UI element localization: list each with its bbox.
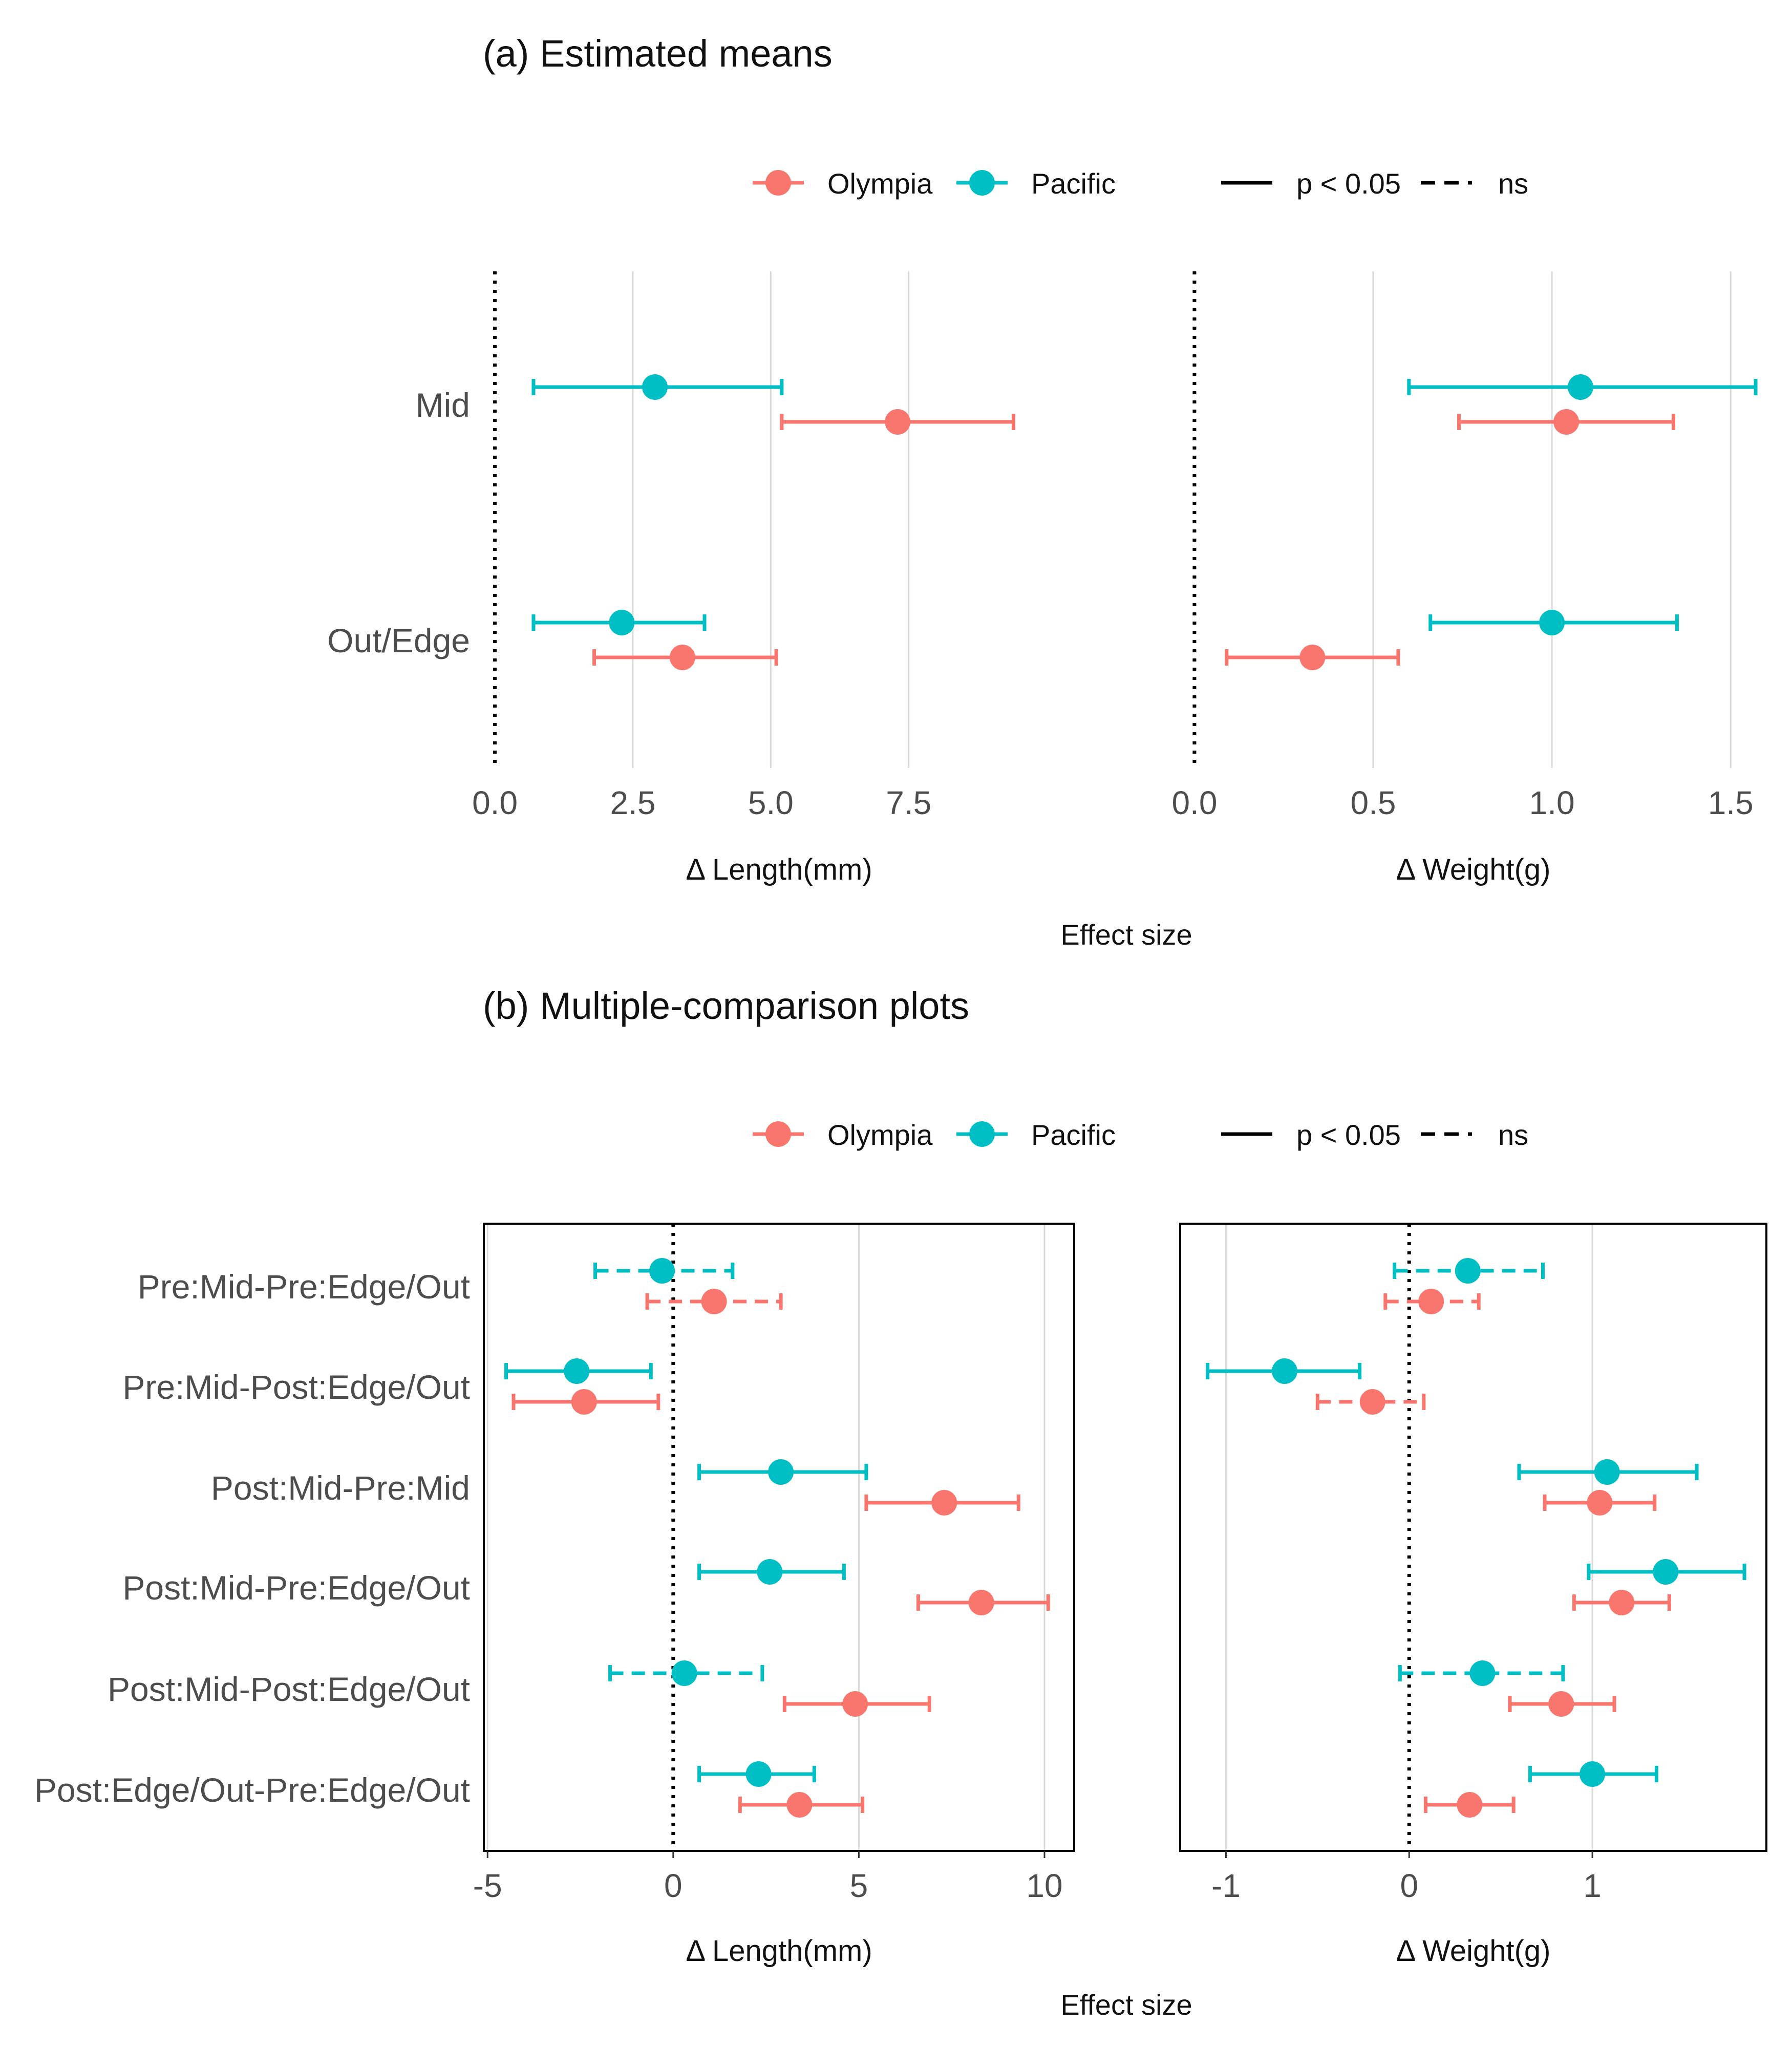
panel-b-weight: -1 0 1 Δ Weight(g) [1179, 1223, 1767, 1968]
legend-olympia-swatch-point [765, 1121, 791, 1147]
x-axis-label: Δ Weight(g) [1396, 853, 1550, 886]
legend-olympia-swatch-point [765, 170, 791, 196]
point-olympia-post-mid-pre-mid [931, 1490, 957, 1516]
legend-pacific-label: Pacific [1031, 167, 1116, 200]
x-tick-label-5: -5 [473, 1867, 502, 1904]
point-olympia-post-mid-post-edge-out [1548, 1691, 1574, 1717]
point-pacific-pre-mid-pre-edge-out [649, 1258, 675, 1284]
category-label-post-edge-out-pre-edge-out: Post:Edge/Out-Pre:Edge/Out [34, 1771, 470, 1809]
x-tick-label-5: 5 [850, 1867, 868, 1904]
category-label-pre-mid-pre-edge-out: Pre:Mid-Pre:Edge/Out [138, 1268, 470, 1306]
panel-a-weight: 0.0 0.5 1.0 1.5 Δ Weight(g) [1171, 271, 1758, 886]
category-label-post-mid-pre-mid: Post:Mid-Pre:Mid [211, 1469, 470, 1507]
x-tick-label-0-5: 0.5 [1351, 784, 1396, 821]
legend-significant-label: p < 0.05 [1296, 167, 1401, 200]
panel-b-length: -5 0 5 10 Δ Length(mm) Pre:Mid-Pre:Edge/Out Pr… [34, 1223, 1075, 1968]
legend-pacific-swatch-point [969, 170, 995, 196]
point-olympia-post-mid-post-edge-out [842, 1691, 868, 1717]
point-pacific-pre-mid-post-edge-out [1271, 1358, 1297, 1384]
legend-pacific-swatch-point [969, 1121, 995, 1147]
point-pacific-post-mid-post-edge-out [671, 1660, 697, 1686]
point-pacific-post-mid-pre-mid [768, 1459, 794, 1485]
section-b-title: (b) Multiple-comparison plots [483, 985, 969, 1027]
point-olympia-out-edge [1299, 645, 1326, 670]
x-tick-label-0-0: 0.0 [1171, 784, 1217, 821]
x-axis-label: Δ Length(mm) [686, 853, 872, 886]
legend-olympia-label: Olympia [827, 1119, 933, 1151]
point-pacific-post-mid-pre-edge-out [1653, 1559, 1679, 1585]
x-tick-label-2-5: 2.5 [610, 784, 655, 821]
x-tick-label-7-5: 7.5 [886, 784, 931, 821]
point-olympia-out-edge [669, 645, 695, 670]
point-pacific-mid [642, 374, 668, 400]
point-pacific-post-mid-pre-mid [1594, 1459, 1620, 1485]
x-tick-label-1: -1 [1211, 1867, 1241, 1904]
category-label-post-mid-pre-edge-out: Post:Mid-Pre:Edge/Out [122, 1569, 470, 1607]
category-label-mid: Mid [416, 386, 470, 424]
effect-size-label-a: Effect size [1060, 919, 1192, 951]
x-axis-label: Δ Length(mm) [686, 1934, 872, 1968]
category-label-out-edge: Out/Edge [327, 622, 470, 659]
point-pacific-out-edge [609, 610, 635, 635]
x-axis-label: Δ Weight(g) [1396, 1934, 1550, 1968]
x-tick-label-5-0: 5.0 [748, 784, 794, 821]
legend-olympia-label: Olympia [827, 167, 933, 200]
point-olympia-post-mid-pre-edge-out [1609, 1590, 1635, 1615]
point-olympia-post-mid-pre-mid [1587, 1490, 1613, 1516]
category-label-post-mid-post-edge-out: Post:Mid-Post:Edge/Out [108, 1670, 470, 1708]
point-pacific-pre-mid-post-edge-out [564, 1358, 590, 1384]
point-olympia-mid [885, 409, 911, 435]
point-olympia-pre-mid-post-edge-out [571, 1389, 597, 1415]
point-olympia-pre-mid-pre-edge-out [1418, 1289, 1444, 1314]
point-pacific-post-mid-pre-edge-out [757, 1559, 783, 1585]
panel-frame [1179, 1223, 1767, 1852]
legend-ns-label: ns [1498, 167, 1528, 200]
category-label-pre-mid-post-edge-out: Pre:Mid-Post:Edge/Out [122, 1368, 470, 1406]
x-tick-label-1: 1 [1583, 1867, 1602, 1904]
panel-frame [483, 1223, 1075, 1852]
panel-a-length: 0.0 2.5 5.0 7.5 Δ Length(mm) Mid Out/Edge [327, 271, 1015, 886]
point-pacific-out-edge [1539, 610, 1565, 635]
x-tick-label-1-0: 1.0 [1529, 784, 1575, 821]
point-olympia-mid [1553, 409, 1580, 435]
legend-a: Olympia Pacific p < 0.05 ns [753, 167, 1528, 200]
effect-size-label-b: Effect size [1060, 1989, 1192, 2021]
point-pacific-post-mid-post-edge-out [1469, 1660, 1496, 1686]
x-tick-label-0: 0 [1400, 1867, 1418, 1904]
point-pacific-post-edge-out-pre-edge-out [1580, 1761, 1606, 1787]
point-olympia-pre-mid-pre-edge-out [701, 1289, 727, 1314]
legend-significant-label: p < 0.05 [1296, 1119, 1401, 1151]
x-tick-label-10: 10 [1026, 1867, 1062, 1904]
legend-b: Olympia Pacific p < 0.05 ns [753, 1119, 1528, 1151]
point-olympia-post-edge-out-pre-edge-out [1457, 1792, 1483, 1818]
point-pacific-mid [1567, 374, 1593, 400]
point-olympia-pre-mid-post-edge-out [1359, 1389, 1385, 1415]
legend-ns-label: ns [1498, 1119, 1528, 1151]
section-a-title: (a) Estimated means [483, 32, 833, 75]
point-olympia-post-edge-out-pre-edge-out [786, 1792, 813, 1818]
x-tick-label-1-5: 1.5 [1708, 784, 1754, 821]
legend-pacific-label: Pacific [1031, 1119, 1116, 1151]
point-pacific-post-edge-out-pre-edge-out [745, 1761, 772, 1787]
point-olympia-post-mid-pre-edge-out [968, 1590, 994, 1615]
x-tick-label-0: 0 [664, 1867, 682, 1904]
x-tick-label-0-0: 0.0 [472, 784, 518, 821]
point-pacific-pre-mid-pre-edge-out [1455, 1258, 1481, 1284]
